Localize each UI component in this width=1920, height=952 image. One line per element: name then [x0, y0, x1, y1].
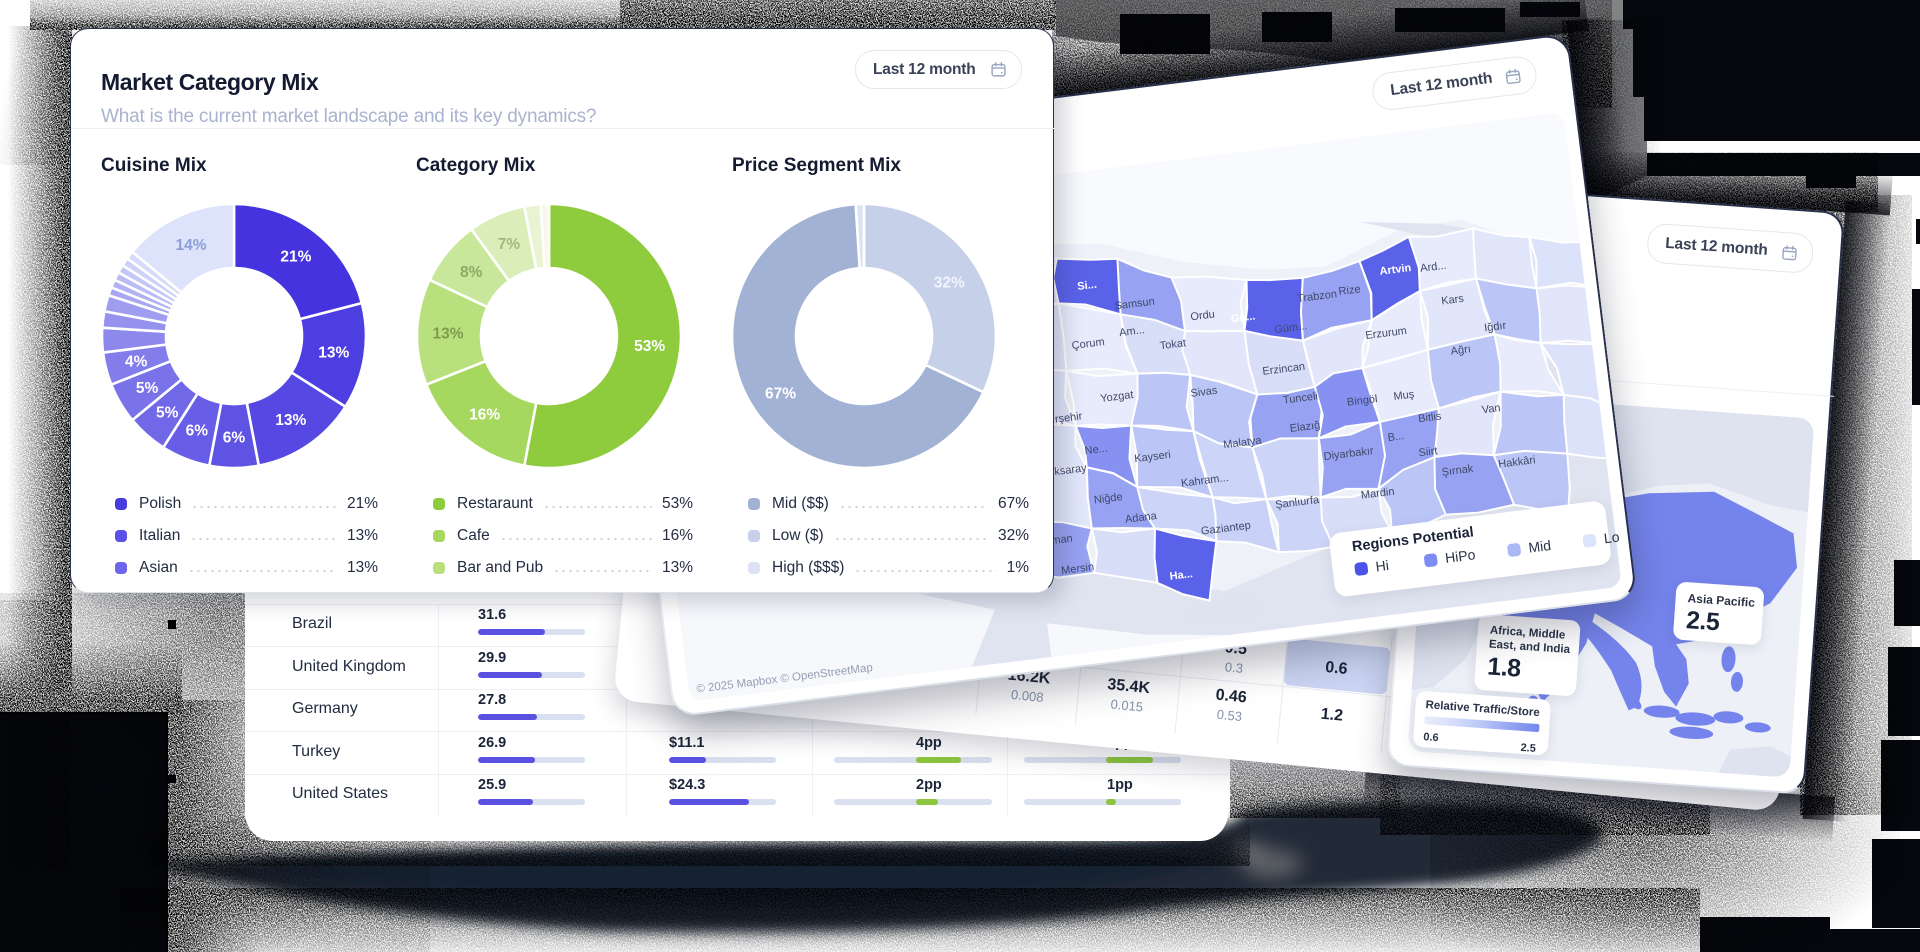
svg-text:Niğde: Niğde: [1093, 491, 1123, 506]
svg-text:13%: 13%: [318, 344, 349, 361]
svg-text:Çorum: Çorum: [1071, 336, 1105, 352]
svg-text:53%: 53%: [634, 338, 665, 355]
svg-text:Hakkâri: Hakkâri: [1498, 454, 1536, 470]
svg-text:Ne...: Ne...: [1084, 443, 1109, 458]
svg-text:Van: Van: [1481, 402, 1501, 416]
svg-text:Ard...: Ard...: [1420, 260, 1448, 275]
svg-text:Elazığ: Elazığ: [1289, 419, 1321, 435]
svg-text:Adana: Adana: [1124, 510, 1158, 526]
svg-text:7%: 7%: [498, 236, 521, 253]
svg-text:5%: 5%: [156, 404, 179, 421]
svg-text:Trabzon: Trabzon: [1297, 288, 1338, 305]
svg-text:Ağrı: Ağrı: [1450, 343, 1472, 357]
svg-text:Şırnak: Şırnak: [1441, 463, 1475, 479]
svg-text:Kayseri: Kayseri: [1134, 449, 1172, 465]
svg-text:ırşehir: ırşehir: [1051, 410, 1083, 426]
svg-text:Artvin: Artvin: [1379, 262, 1412, 278]
svg-text:Sivas: Sivas: [1190, 385, 1219, 400]
svg-text:14%: 14%: [175, 237, 206, 254]
svg-text:B...: B...: [1387, 430, 1405, 444]
svg-text:13%: 13%: [432, 325, 463, 342]
svg-text:Tunceli: Tunceli: [1282, 390, 1318, 406]
svg-text:Mersin: Mersin: [1061, 561, 1095, 577]
svg-text:Rize: Rize: [1338, 283, 1361, 298]
svg-text:Si...: Si...: [1077, 279, 1098, 293]
svg-text:Bitlis: Bitlis: [1418, 410, 1443, 425]
svg-text:Iğdır: Iğdır: [1484, 320, 1508, 335]
svg-text:Erzurum: Erzurum: [1365, 325, 1408, 342]
svg-text:13%: 13%: [275, 412, 306, 429]
svg-text:67%: 67%: [765, 385, 796, 402]
svg-text:Yozgat: Yozgat: [1100, 389, 1134, 405]
svg-text:21%: 21%: [280, 249, 311, 266]
svg-text:Siirt: Siirt: [1418, 445, 1438, 459]
svg-text:Bingöl: Bingöl: [1346, 393, 1378, 409]
svg-text:Erzincan: Erzincan: [1262, 361, 1306, 378]
svg-text:Samsun: Samsun: [1114, 296, 1156, 313]
svg-text:Güm...: Güm...: [1274, 320, 1308, 336]
svg-text:5%: 5%: [136, 380, 159, 397]
svg-text:Am...: Am...: [1119, 324, 1146, 339]
svg-text:man: man: [1051, 533, 1074, 548]
svg-text:Muş: Muş: [1393, 389, 1416, 404]
svg-text:4%: 4%: [125, 354, 148, 371]
svg-text:Kars: Kars: [1441, 293, 1465, 308]
svg-text:Gir...: Gir...: [1230, 310, 1256, 325]
svg-text:16%: 16%: [469, 406, 500, 423]
svg-text:Kahram...: Kahram...: [1180, 472, 1229, 490]
svg-text:Malatya: Malatya: [1223, 435, 1264, 452]
svg-text:Tokat: Tokat: [1159, 337, 1187, 352]
svg-text:6%: 6%: [223, 430, 246, 447]
svg-text:Ha...: Ha...: [1169, 568, 1194, 583]
svg-text:6%: 6%: [186, 422, 209, 439]
svg-text:Mardin: Mardin: [1360, 486, 1395, 502]
svg-text:32%: 32%: [934, 274, 965, 291]
svg-text:Ordu: Ordu: [1190, 308, 1216, 323]
svg-text:Şanlıurfa: Şanlıurfa: [1275, 494, 1321, 511]
svg-text:ksaray: ksaray: [1054, 462, 1088, 478]
svg-text:8%: 8%: [460, 264, 483, 281]
